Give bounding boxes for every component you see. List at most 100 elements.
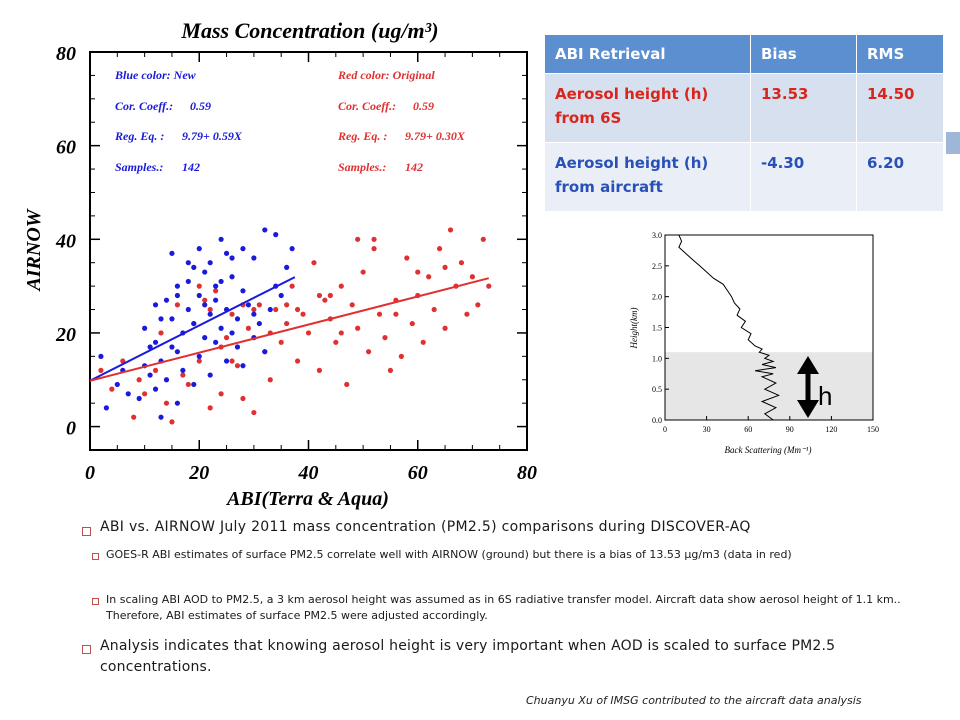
blue-point	[169, 316, 175, 322]
red-point	[475, 302, 481, 308]
red-point	[180, 372, 186, 378]
profile-x-tick-label: 90	[786, 425, 794, 434]
red-point	[371, 246, 377, 252]
blue-point	[169, 250, 175, 256]
blue-point	[174, 400, 180, 406]
red-point	[442, 325, 448, 331]
red-point	[294, 358, 301, 364]
profile-x-tick-label: 60	[744, 425, 752, 434]
bullet-1b: In scaling ABI AOD to PM2.5, a 3 km aero…	[106, 593, 901, 622]
red-point	[142, 391, 148, 397]
blue-point	[207, 260, 213, 266]
red-point	[256, 302, 262, 308]
slide-edge-tab	[946, 132, 960, 154]
row-rms: 6.20	[856, 142, 944, 212]
red-point	[486, 283, 492, 289]
red-point	[223, 335, 230, 341]
profile-x-tick-label: 150	[867, 425, 879, 434]
red-point	[469, 274, 475, 280]
y-tick-label: 60	[56, 137, 76, 159]
red-point	[404, 255, 410, 261]
blue-point	[289, 246, 295, 252]
row-rms: 14.50	[856, 73, 944, 143]
red-point	[316, 292, 323, 299]
blue-point	[256, 320, 262, 327]
x-tick-label: 20	[188, 462, 209, 484]
x-tick-label: 40	[298, 462, 319, 484]
x-tick-labels: 0 20 40 60 80	[85, 462, 537, 484]
blue-point	[158, 316, 164, 322]
red-point	[338, 330, 344, 336]
x-tick-label: 0	[85, 462, 95, 484]
red-point	[234, 363, 241, 369]
blue-point	[196, 246, 202, 252]
red-point	[213, 288, 219, 294]
sub-bullet-square-icon	[92, 553, 99, 560]
red-point	[289, 283, 295, 289]
legend-red-coef: 0.59	[413, 99, 434, 113]
blue-point	[218, 236, 224, 242]
blue-point	[98, 353, 104, 359]
legend-blue-title: Blue color: New	[114, 68, 197, 82]
red-point	[311, 260, 317, 266]
row-bias: -4.30	[750, 142, 857, 212]
red-point	[185, 381, 191, 388]
blue-point	[114, 381, 120, 388]
bullet-1: ABI vs. AIRNOW July 2011 mass concentrat…	[100, 519, 751, 535]
legend-blue: Blue color: New Cor. Coeff.: 0.59 Reg. E…	[114, 68, 243, 174]
blue-point	[223, 358, 230, 364]
profile-y-tick-label: 0.5	[652, 385, 662, 394]
red-point	[196, 358, 202, 364]
red-point	[278, 339, 284, 345]
profile-x-tick-label: 0	[663, 425, 667, 434]
red-point	[245, 325, 252, 331]
red-point	[327, 292, 333, 299]
profile-y-tick-label: 1.5	[652, 324, 662, 333]
blue-point	[196, 353, 202, 359]
blue-point	[262, 349, 268, 355]
legend-blue-reg: 9.79+ 0.59X	[182, 129, 243, 143]
blue-point	[245, 302, 252, 308]
profile-x-axis-label: Back Scattering (Mm⁻¹)	[725, 445, 812, 455]
red-point	[196, 283, 202, 289]
profile-y-tick-labels: 0.0 0.5 1.0 1.5 2.0 2.5 3.0	[652, 231, 662, 425]
credit-note: Chuanyu Xu of IMSG contributed to the ai…	[526, 694, 862, 707]
red-point	[480, 236, 486, 242]
blue-point	[185, 278, 191, 285]
legend-red: Red color: Original Cor. Coeff.: 0.59 Re…	[337, 68, 466, 174]
blue-point	[234, 316, 241, 322]
red-point	[349, 302, 355, 308]
header-rms: RMS	[856, 34, 944, 74]
red-point	[355, 325, 361, 331]
scatter-points	[98, 227, 492, 425]
red-point	[98, 367, 104, 373]
legend-blue-coef-label: Cor. Coeff.:	[115, 99, 173, 113]
blue-point	[152, 386, 159, 392]
blue-point	[174, 283, 180, 289]
profile-y-axis-label: Height(km)	[629, 308, 639, 350]
red-point	[316, 367, 323, 373]
tick-marks	[89, 51, 528, 450]
red-point	[251, 306, 257, 313]
blue-point	[202, 302, 208, 308]
blue-point	[240, 363, 246, 369]
row-label: Aerosol height (h) from aircraft	[544, 142, 751, 212]
red-point	[202, 297, 208, 303]
blue-point	[284, 264, 290, 270]
red-point	[284, 320, 290, 327]
red-point	[305, 330, 312, 336]
red-point	[229, 311, 235, 317]
blue-point	[207, 372, 213, 378]
profile-y-tick-label: 2.0	[652, 293, 662, 302]
y-tick-label: 80	[56, 43, 76, 65]
blue-point	[185, 260, 191, 266]
red-point	[365, 349, 372, 355]
red-point	[387, 367, 394, 373]
legend-blue-samples-label: Samples.:	[115, 160, 163, 174]
blue-point	[218, 325, 224, 331]
blue-point	[136, 395, 142, 402]
blue-point	[152, 339, 159, 345]
blue-point	[169, 344, 175, 350]
blue-point	[191, 381, 197, 388]
red-point	[240, 395, 246, 402]
